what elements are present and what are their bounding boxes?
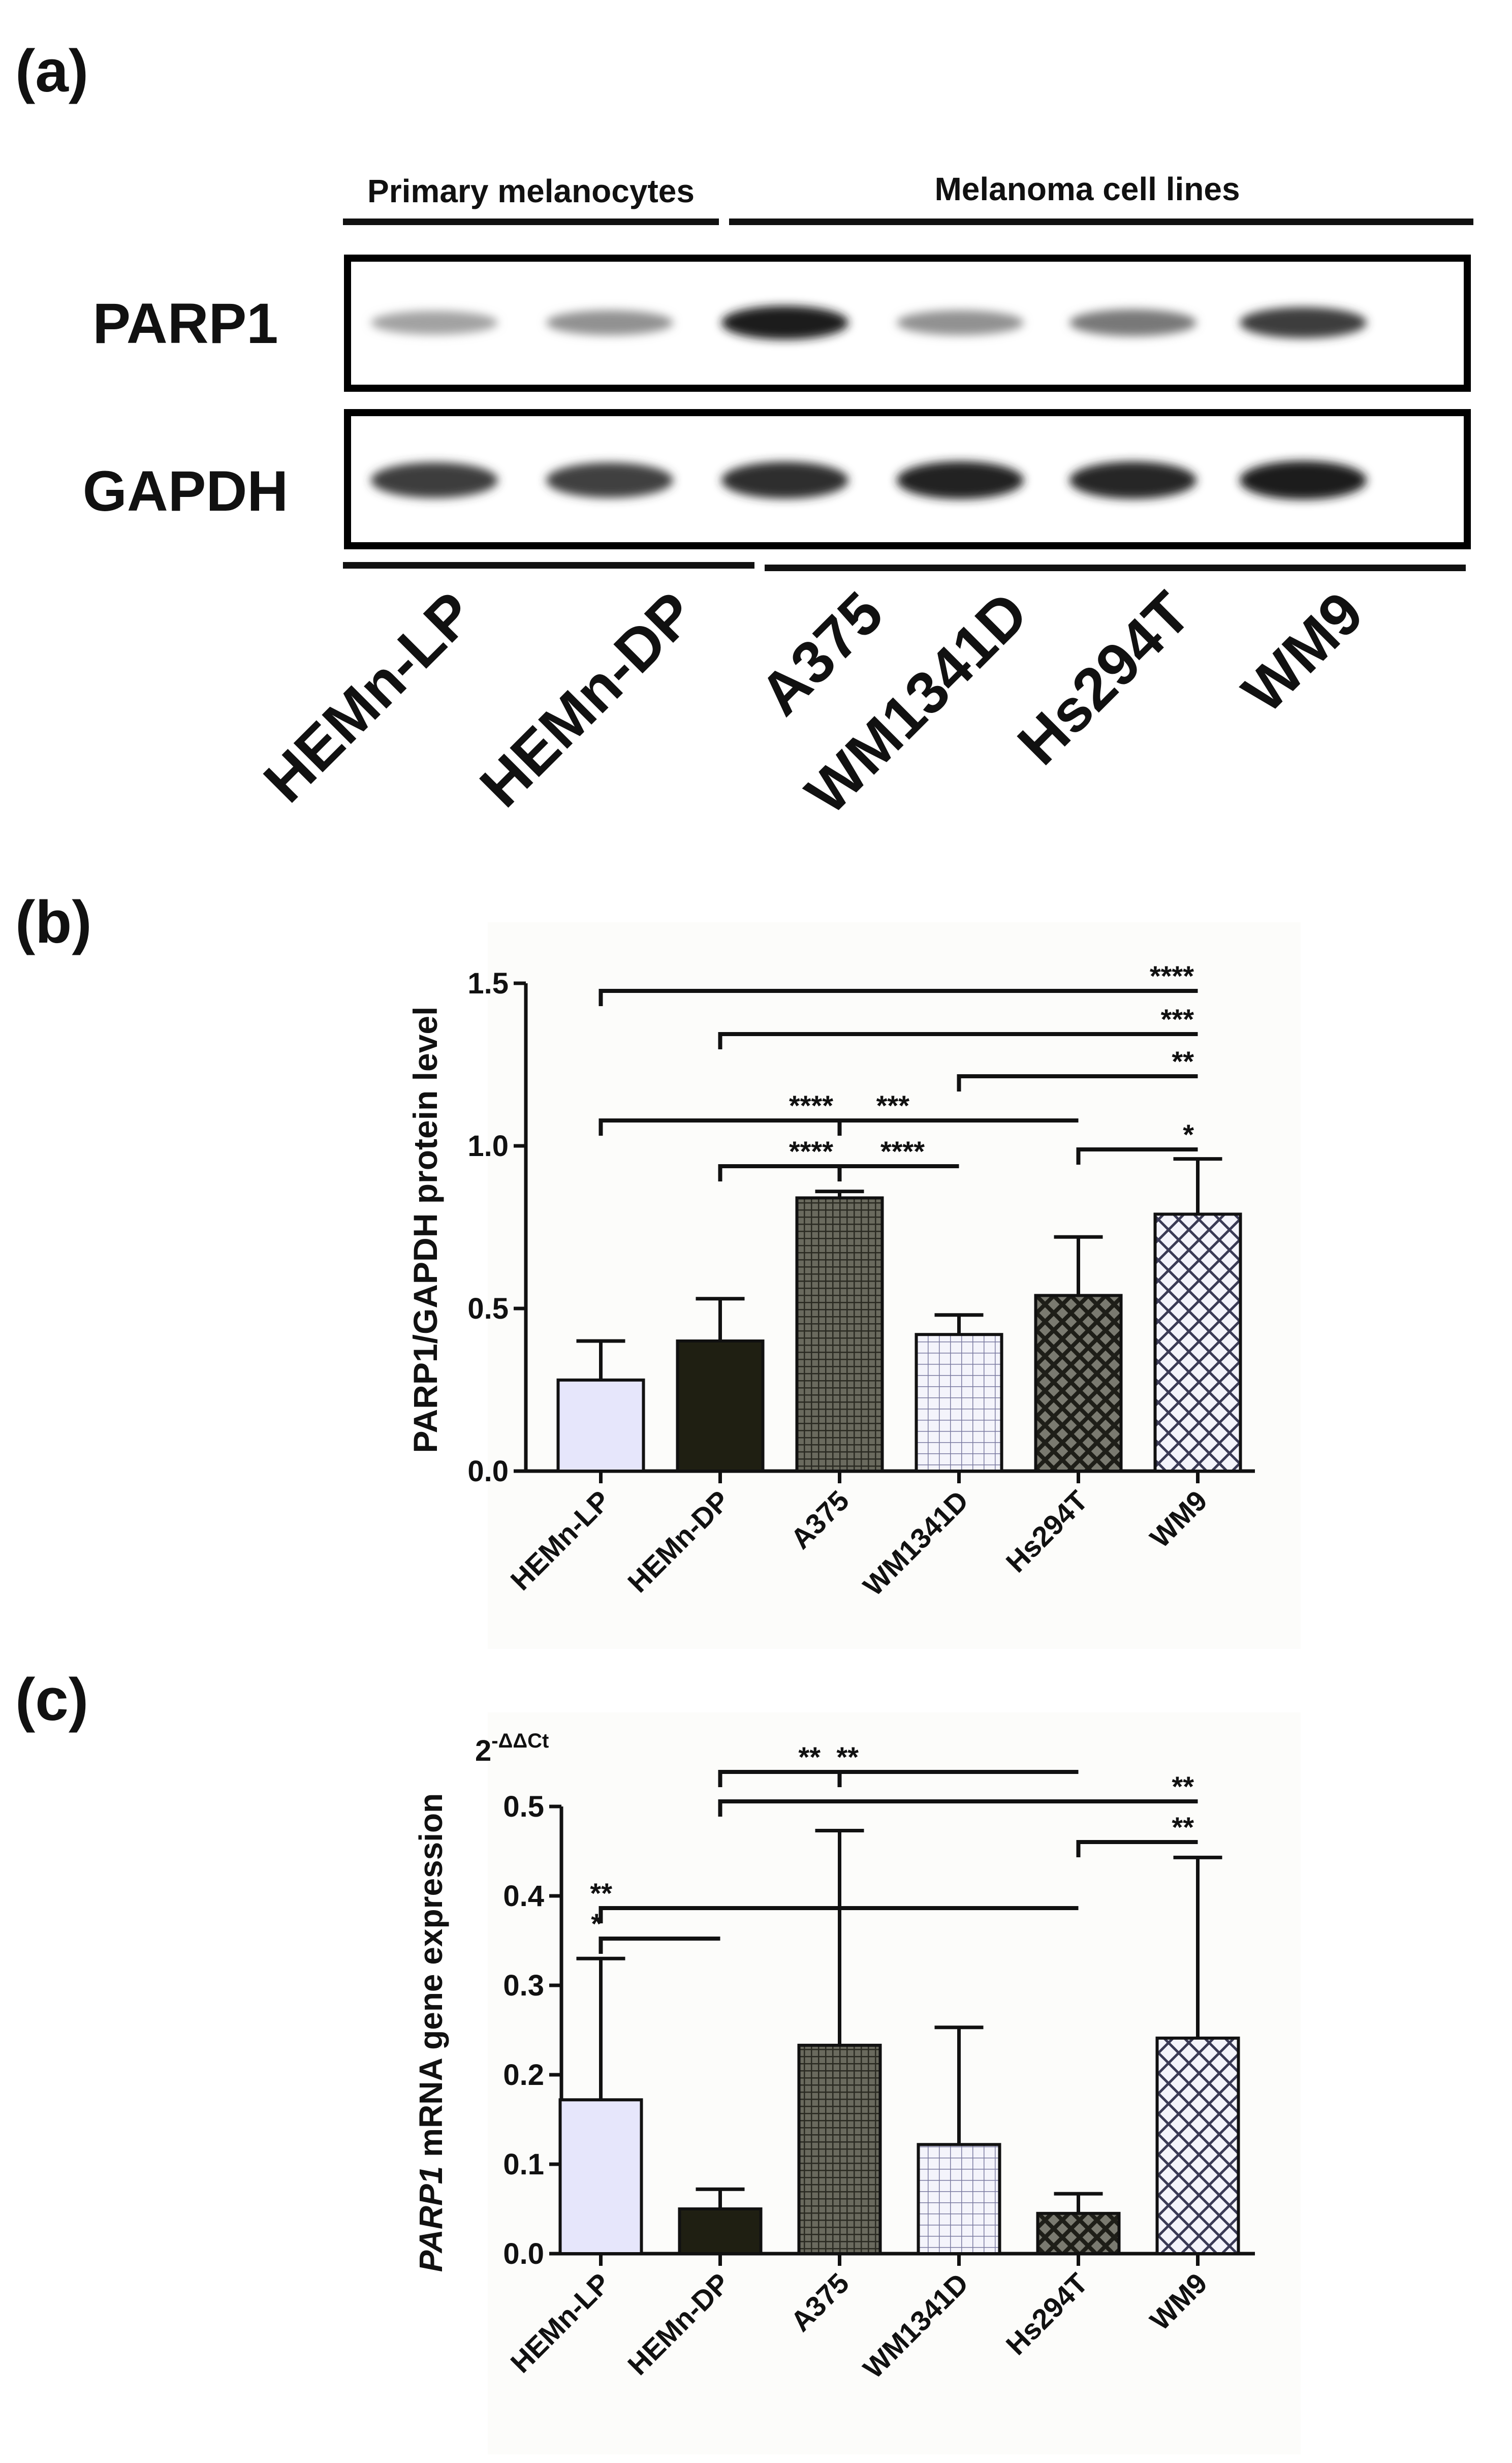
bar-hemn-lp <box>558 2098 643 2255</box>
bar-hemn-lp <box>556 1378 645 1473</box>
bar-wm1341d <box>917 2143 1001 2255</box>
significance-label: **** <box>1150 960 1194 992</box>
y-tick-label: 0.5 <box>503 1790 544 1823</box>
y-tick-label: 0.4 <box>503 1880 544 1913</box>
y-tick-label: 0.5 <box>467 1292 509 1325</box>
significance-label: **** <box>789 1135 833 1167</box>
significance-label: ** <box>798 1741 821 1773</box>
panel-a-label: (a) <box>15 38 88 105</box>
row-label-gapdh: GAPDH <box>83 459 288 523</box>
group-label-melanoma: Melanoma cell lines <box>934 171 1240 207</box>
significance-label: * <box>1183 1118 1194 1150</box>
y-axis-title-rest: mRNA gene expression <box>413 1793 449 2166</box>
y-tick-label: 1.5 <box>467 967 509 1000</box>
bar-a375 <box>795 1196 884 1473</box>
significance-label: **** <box>789 1089 833 1121</box>
y-tick-label: 1.0 <box>467 1130 509 1163</box>
band-parp1-hemn-dp <box>546 310 673 335</box>
significance-bracket <box>837 1770 1079 1787</box>
bar-wm9 <box>1155 2036 1240 2256</box>
band-gapdh-wm9 <box>1240 460 1367 500</box>
group-bar-melanoma <box>729 219 1473 225</box>
significance-bracket <box>718 1799 1198 1817</box>
band-parp1-hemn-lp <box>371 310 498 335</box>
significance-label: *** <box>1161 1003 1194 1035</box>
y-axis-title: PARP1/GAPDH protein level <box>406 1007 444 1453</box>
band-gapdh-hemn-dp <box>546 462 673 498</box>
significance-bracket <box>1076 1840 1198 1857</box>
band-gapdh-hemn-lp <box>371 462 498 498</box>
band-parp1-hs294t <box>1069 309 1196 336</box>
y-tick-label: 0.2 <box>503 2059 544 2092</box>
significance-bracket <box>837 1164 959 1181</box>
significance-label: ** <box>1172 1811 1194 1843</box>
bar-wm1341d <box>915 1333 1003 1473</box>
bar-hs294t <box>1036 2211 1121 2255</box>
band-gapdh-a375 <box>721 461 848 499</box>
band-parp1-wm1341d <box>897 310 1024 335</box>
significance-label: ** <box>590 1877 612 1909</box>
group-label-primary: Primary melanocytes <box>367 173 695 209</box>
significance-label: * <box>591 1908 602 1940</box>
sample-bar-primary <box>343 562 754 569</box>
lane-label-hs294t: Hs294T <box>1005 579 1203 777</box>
significance-bracket <box>598 1906 1079 1923</box>
sample-bar-melanoma <box>765 565 1466 571</box>
bar-hemn-dp <box>676 1339 765 1473</box>
panel-b-label: (b) <box>15 889 92 956</box>
unit-exponent: -ΔΔCt <box>491 1730 549 1752</box>
y-tick-label: 0.0 <box>467 1455 509 1488</box>
band-gapdh-hs294t <box>1069 461 1196 499</box>
significance-bracket <box>598 989 1198 1006</box>
significance-label: *** <box>876 1089 910 1121</box>
lane-label-hemn-lp: HEMn-LP <box>251 579 487 815</box>
significance-bracket <box>718 1770 840 1787</box>
y-tick-label: 0.3 <box>503 1969 544 2002</box>
y-tick-label: 0.1 <box>503 2148 544 2181</box>
y-tick-label: 0.0 <box>503 2237 544 2270</box>
significance-label: ** <box>1172 1770 1194 1802</box>
band-parp1-a375 <box>721 305 848 340</box>
unit-base: 2 <box>475 1734 491 1767</box>
significance-bracket <box>718 1164 840 1181</box>
significance-bracket <box>598 1118 840 1136</box>
panel-c-label: (c) <box>15 1666 88 1733</box>
group-bar-primary <box>343 219 719 225</box>
band-gapdh-wm1341d <box>897 461 1024 500</box>
lane-label-wm9: WM9 <box>1230 579 1376 726</box>
significance-label: ** <box>836 1741 859 1773</box>
bar-hemn-dp <box>678 2207 763 2255</box>
unit-label: 2-ΔΔCt <box>475 1730 549 1767</box>
bar-wm9 <box>1153 1212 1242 1473</box>
significance-bracket <box>598 1937 720 1954</box>
significance-label: ** <box>1172 1045 1194 1077</box>
row-label-parp1: PARP1 <box>92 292 278 355</box>
y-axis-title: PARP1 mRNA gene expression <box>413 1793 449 2272</box>
lane-label-hemn-dp: HEMn-DP <box>467 579 708 820</box>
significance-bracket <box>837 1118 1079 1136</box>
significance-bracket <box>718 1032 1198 1049</box>
band-parp1-wm9 <box>1240 307 1367 338</box>
significance-bracket <box>1076 1147 1198 1165</box>
y-axis-title-gene: PARP1 <box>413 2166 449 2272</box>
bar-hs294t <box>1034 1294 1123 1473</box>
bar-a375 <box>797 2043 882 2255</box>
significance-bracket <box>957 1074 1198 1092</box>
significance-label: **** <box>880 1135 925 1167</box>
